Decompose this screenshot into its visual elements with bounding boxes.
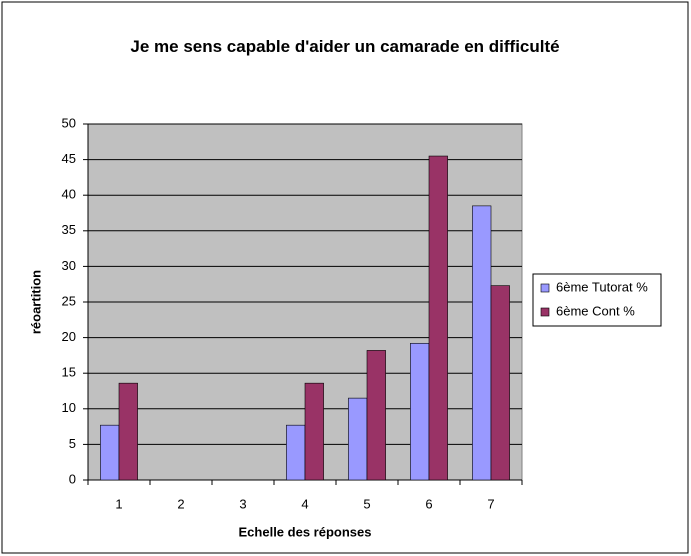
legend-label: 6ème Cont % (556, 303, 635, 318)
y-tick-label: 30 (62, 258, 76, 273)
y-tick-label: 10 (62, 400, 76, 415)
bar (348, 397, 368, 481)
legend-label: 6ème Tutorat % (556, 279, 648, 294)
x-tick-label: 6 (425, 496, 432, 511)
y-tick-label: 35 (62, 222, 76, 237)
bar (118, 382, 138, 481)
bar (410, 342, 430, 481)
x-tick-label: 4 (301, 496, 308, 511)
x-axis-label: Echelle des réponses (239, 524, 372, 539)
y-tick-label: 15 (62, 365, 76, 380)
y-tick-label: 25 (62, 293, 76, 308)
x-tick-label: 3 (239, 496, 246, 511)
legend (532, 273, 662, 327)
bar (286, 424, 306, 481)
legend-swatch (540, 283, 550, 293)
bar (100, 424, 120, 481)
bar (490, 285, 510, 481)
y-tick-label: 0 (69, 471, 76, 486)
y-tick-label: 50 (62, 115, 76, 130)
y-tick-label: 20 (62, 329, 76, 344)
x-tick-label: 5 (363, 496, 370, 511)
bar (472, 205, 492, 481)
x-tick-label: 2 (177, 496, 184, 511)
bar (366, 350, 386, 481)
y-tick-label: 40 (62, 187, 76, 202)
chart-title: Je me sens capable d'aider un camarade e… (130, 37, 560, 56)
y-tick-label: 5 (69, 436, 76, 451)
x-tick-label: 1 (115, 496, 122, 511)
legend-swatch (540, 307, 550, 317)
bar (304, 382, 324, 481)
y-axis-label: réoartition (28, 270, 43, 334)
y-tick-label: 45 (62, 151, 76, 166)
x-tick-label: 7 (487, 496, 494, 511)
bar (428, 155, 448, 481)
